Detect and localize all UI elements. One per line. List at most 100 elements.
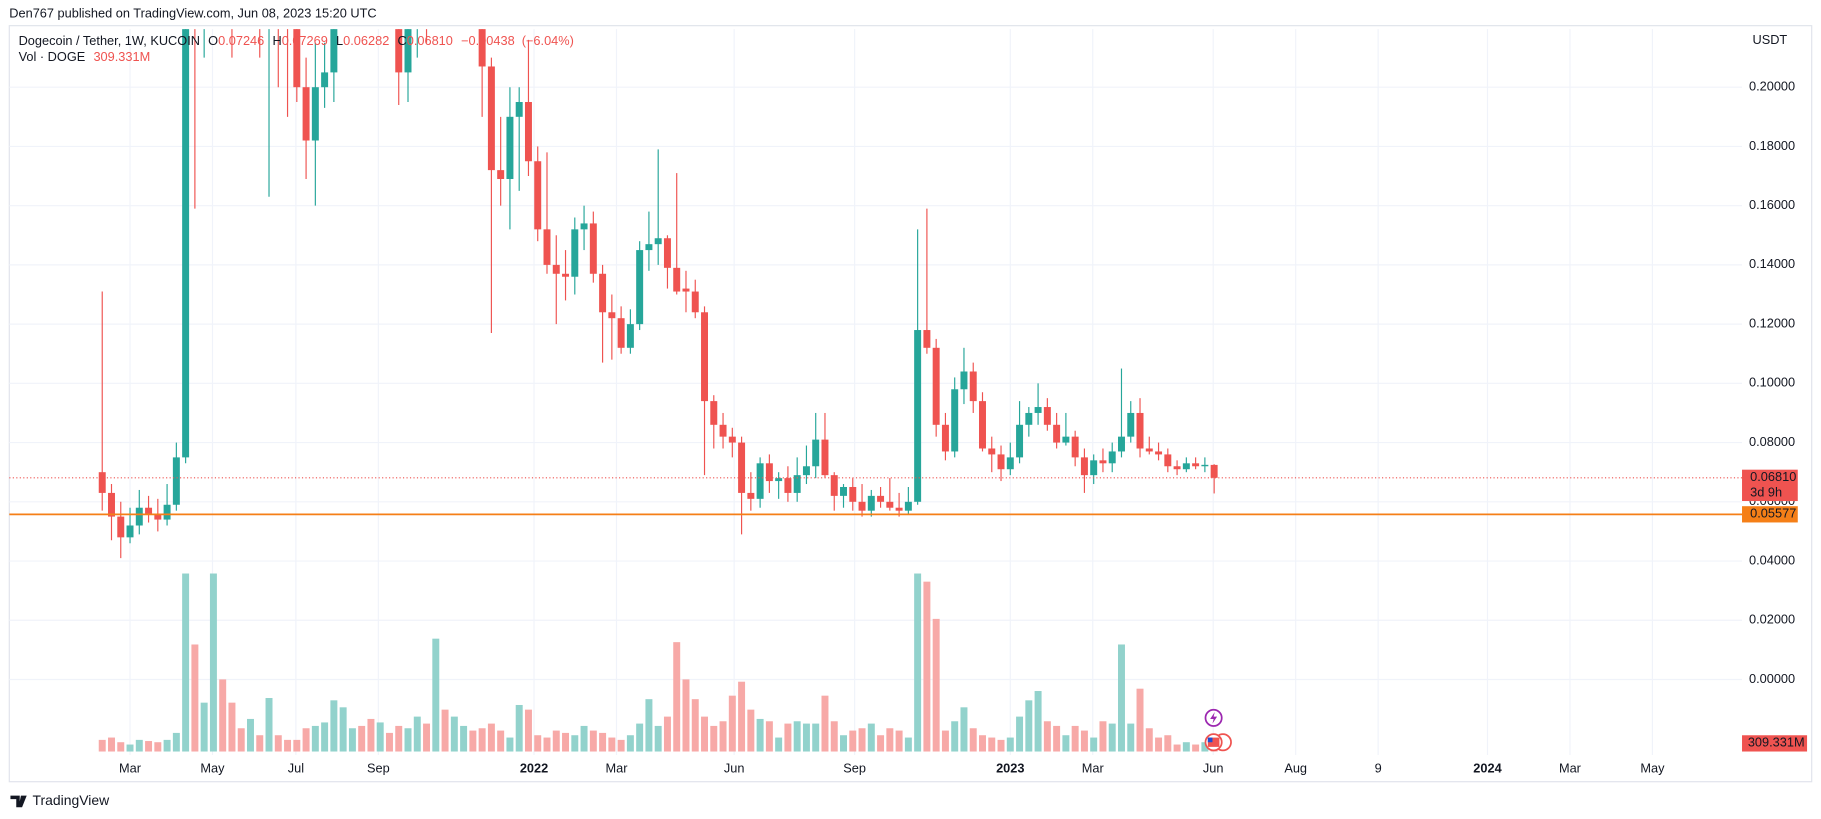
header: Dogecoin / Tether, 1W, KUCOIN O0.07246 H… [19, 33, 574, 48]
volume-bar [274, 735, 282, 752]
volume-bar [265, 698, 273, 752]
volume-bar [117, 742, 125, 752]
high-value: 0.07269 [282, 33, 328, 48]
candle-body [710, 401, 718, 425]
open-value: 0.07246 [218, 33, 264, 48]
volume-bar [877, 735, 885, 752]
volume-bar [691, 699, 699, 752]
candle-body [877, 495, 885, 502]
candle-body [654, 238, 662, 245]
volume-bar [626, 735, 634, 752]
candle-body [1034, 407, 1042, 413]
candle-body [1062, 436, 1070, 443]
volume-bar [784, 723, 792, 752]
volume-bar [738, 681, 746, 752]
volume-bar [543, 737, 551, 752]
candle-body [1071, 436, 1079, 458]
volume-bar [1071, 725, 1079, 752]
candle-body [172, 457, 180, 505]
volume-bar [348, 728, 356, 752]
volume-bar [552, 730, 560, 752]
candle-body [858, 501, 866, 511]
candle-body [1182, 463, 1190, 470]
volume-bar [460, 725, 468, 752]
x-tick-label: May [200, 760, 225, 775]
volume-bar [886, 728, 894, 752]
volume-bar [487, 723, 495, 752]
candle-body [988, 448, 996, 455]
close-value: 0.06810 [407, 33, 453, 48]
volume-bar [1201, 742, 1209, 752]
candle-body [626, 324, 634, 348]
volume-bar [840, 735, 847, 752]
candle-body [478, 29, 486, 67]
volume-bar [1118, 644, 1125, 752]
chart-frame [8, 25, 1813, 783]
candle-body [951, 389, 959, 452]
volume-bar [515, 704, 523, 752]
y-tick-label: 0.12000 [1749, 315, 1795, 330]
volume-bar [775, 737, 783, 752]
candle-body [562, 273, 570, 277]
price-tag-countdown: 3d 9h [1750, 484, 1782, 499]
y-tick-label: 0.20000 [1749, 79, 1795, 94]
overlay: 0.000000.020000.040000.060000.080000.100… [9, 79, 1808, 775]
volume-bar [385, 732, 393, 752]
candle-body [1145, 448, 1153, 452]
level-tag-label: 0.05577 [1750, 506, 1796, 521]
volume-bar [1145, 728, 1153, 752]
brand-logo [10, 795, 27, 808]
field: H [272, 33, 281, 48]
volume-bar [311, 725, 319, 752]
candle-body [302, 87, 310, 141]
x-tick-label: Mar [605, 760, 628, 775]
candle-body [1127, 412, 1135, 437]
level-tag [1742, 506, 1798, 523]
candle-body [821, 439, 829, 476]
candle-body [867, 495, 875, 511]
candle-body [979, 401, 986, 449]
volume-bar [478, 728, 486, 752]
volume-bar [988, 737, 996, 752]
candle-body [691, 291, 699, 313]
volume-bar [1090, 737, 1098, 752]
candle-body [914, 330, 922, 502]
volume-bar [756, 718, 764, 752]
volume-bar [237, 728, 245, 752]
candle-body [163, 504, 171, 520]
volume-bar [432, 638, 440, 752]
candle-body [1053, 424, 1061, 443]
candle-body [395, 29, 403, 73]
volume-bar [293, 739, 301, 752]
candle-body [135, 507, 143, 526]
brand: TradingView [10, 792, 110, 808]
volume-value: 309.331M [93, 50, 150, 65]
volume-bar [182, 573, 190, 752]
volume-bar [747, 709, 755, 752]
candle-body [515, 102, 523, 117]
volume-header: Vol · DOGE 309.331M [19, 50, 151, 65]
volume-bar [441, 709, 449, 752]
volume-bar [830, 721, 838, 752]
candle-body [969, 371, 977, 402]
candle-body [645, 244, 653, 251]
candle-body [886, 501, 894, 508]
candle-body [524, 102, 532, 162]
candle-body [636, 250, 644, 325]
price-tag [1742, 469, 1798, 502]
candle-body [840, 486, 847, 496]
y-tick-label: 0.18000 [1749, 138, 1795, 153]
volume-bar [914, 573, 922, 752]
candle-body [802, 466, 810, 476]
volume-bar [793, 721, 801, 752]
volume-bar [367, 718, 375, 752]
candle-body [182, 29, 190, 458]
volume-bar [108, 737, 115, 752]
volume-bar [358, 725, 366, 752]
candle-body [534, 161, 542, 230]
volume-bar [719, 721, 727, 752]
candle-body [108, 492, 115, 517]
volume-bar [1062, 735, 1070, 752]
volume-bar [904, 737, 912, 752]
volume-bar [200, 702, 208, 752]
